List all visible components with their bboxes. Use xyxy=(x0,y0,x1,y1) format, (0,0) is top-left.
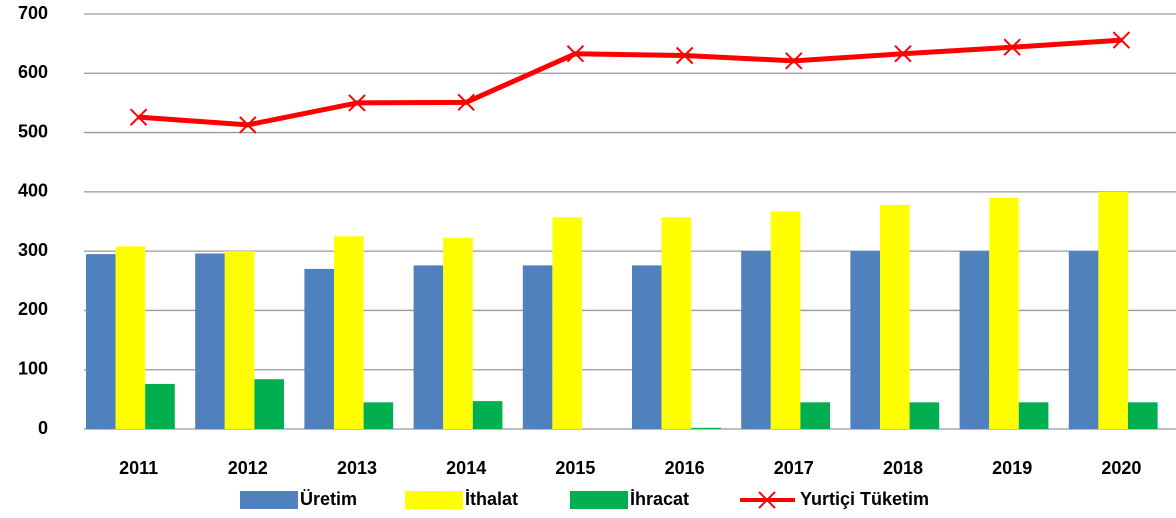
marker-cross xyxy=(239,116,257,134)
x-tick-label: 2011 xyxy=(119,458,158,478)
x-tick-label: 2018 xyxy=(883,458,923,478)
x-tick-label: 2012 xyxy=(228,458,268,478)
bar xyxy=(909,402,940,429)
line xyxy=(138,37,1122,128)
line-marker xyxy=(129,108,148,126)
marker-cross xyxy=(129,108,148,126)
bar xyxy=(661,217,692,429)
x-tick-label: 2019 xyxy=(992,458,1032,478)
bar xyxy=(1018,402,1049,429)
marker-cross xyxy=(1112,31,1131,49)
bar xyxy=(472,401,503,429)
bar xyxy=(522,265,553,429)
line-marker xyxy=(566,45,585,63)
y-tick-label: 500 xyxy=(18,121,48,141)
y-tick-label: 100 xyxy=(18,358,48,378)
line-marker xyxy=(1003,38,1021,56)
bar xyxy=(741,251,771,429)
legend-label: Üretim xyxy=(300,489,357,509)
bar xyxy=(552,217,582,429)
x-tick-label: 2020 xyxy=(1101,458,1141,478)
marker-cross xyxy=(785,52,803,70)
legend-label: Yurtiçi Tüketim xyxy=(800,489,929,509)
bar xyxy=(363,402,394,429)
x-tick-label: 2017 xyxy=(774,458,814,478)
bar xyxy=(195,253,225,429)
bar xyxy=(115,246,146,429)
bar xyxy=(224,251,255,429)
bar xyxy=(1098,191,1128,429)
bar xyxy=(770,211,801,429)
bar xyxy=(691,427,721,429)
bar xyxy=(989,197,1019,429)
y-tick-label: 200 xyxy=(18,299,48,319)
bar xyxy=(1068,251,1099,429)
y-tick-label: 600 xyxy=(18,62,48,82)
bar xyxy=(1128,402,1158,429)
marker-cross xyxy=(566,45,585,63)
marker-cross xyxy=(1003,38,1021,56)
bar xyxy=(850,251,880,429)
marker-cross xyxy=(758,491,776,509)
line-marker xyxy=(1112,31,1131,49)
legend-marker xyxy=(758,491,776,509)
marker-cross xyxy=(348,94,366,112)
line-marker xyxy=(239,116,257,134)
y-tick-label: 400 xyxy=(18,181,48,201)
bar xyxy=(86,254,116,429)
x-tick-label: 2016 xyxy=(665,458,705,478)
bar xyxy=(254,379,284,429)
bar xyxy=(145,383,175,429)
line-marker xyxy=(785,52,803,70)
y-tick-label: 0 xyxy=(38,418,48,438)
legend-swatch xyxy=(405,491,463,509)
bar xyxy=(959,251,990,429)
bar xyxy=(304,268,334,429)
legend-swatch xyxy=(570,491,628,509)
marker-cross xyxy=(675,46,694,65)
line-marker xyxy=(457,93,475,112)
bar xyxy=(334,236,364,429)
bar xyxy=(800,402,830,429)
line-marker xyxy=(894,45,912,63)
x-tick-label: 2015 xyxy=(555,458,595,478)
line-marker xyxy=(675,46,694,65)
x-tick-label: 2014 xyxy=(446,458,486,478)
bar xyxy=(880,204,910,429)
marker-cross xyxy=(894,45,912,63)
bar xyxy=(443,238,473,429)
y-tick-label: 300 xyxy=(18,240,48,260)
bar xyxy=(632,265,662,429)
marker-cross xyxy=(457,93,475,112)
y-tick-label: 700 xyxy=(18,3,48,23)
legend-swatch xyxy=(240,491,298,509)
legend-label: İhracat xyxy=(630,489,689,509)
x-tick-label: 2013 xyxy=(337,458,377,478)
bar xyxy=(413,265,444,429)
line-marker xyxy=(348,94,366,112)
legend-label: İthalat xyxy=(465,489,518,509)
